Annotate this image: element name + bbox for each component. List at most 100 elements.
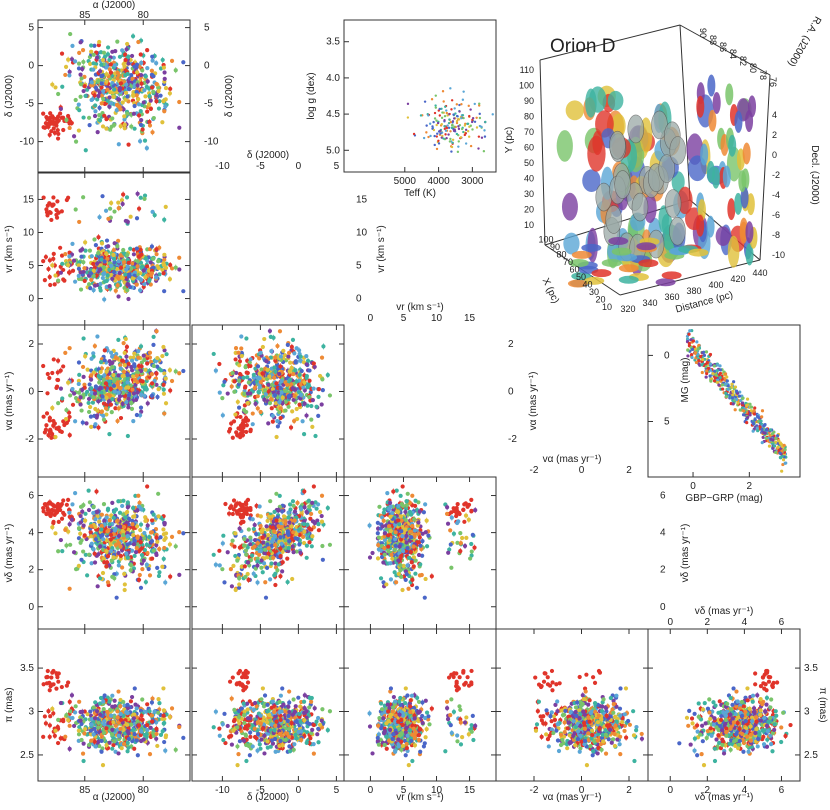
data-point [63,64,69,69]
data-point [230,370,235,376]
data-point [105,529,110,534]
data-point [286,545,291,551]
data-point [142,88,147,93]
data-point [105,98,110,103]
data-point [221,533,226,538]
data-point [418,562,423,567]
data-point [118,124,123,129]
data-point [246,577,251,582]
y-tick-label: 2 [28,565,34,576]
data-point [162,252,167,257]
data-point [255,406,260,411]
data-point [112,528,117,533]
data-point [325,505,330,511]
data-point [122,126,127,131]
data-point [274,491,279,496]
data-point [48,282,53,288]
data-point [104,126,109,131]
data-point [255,563,260,568]
data-point [124,195,130,200]
data-point [47,132,52,137]
data-point [147,278,152,284]
data-point [42,502,47,507]
data-point [76,102,81,107]
data-point [297,402,302,407]
data-point [91,52,96,57]
data-point [138,122,144,127]
data-point [101,88,106,94]
data-point [80,509,85,514]
data-point [139,81,144,86]
data-point [177,572,182,577]
data-point [67,125,72,131]
data-point [257,504,262,509]
data-point [246,527,251,532]
data-point [162,217,167,222]
data-point [254,531,259,537]
data-point [82,278,87,283]
data-point [286,354,291,359]
data-point [250,422,255,427]
data-point [119,198,125,203]
data-point [273,355,278,360]
data-point [100,532,105,537]
data-point [116,397,122,402]
data-point [136,102,142,107]
data-point [97,267,103,272]
data-point [77,372,82,377]
data-point [154,371,159,376]
data-point [151,334,156,339]
data-point [143,385,148,390]
data-point [242,536,247,542]
data-point [233,412,238,417]
data-point [61,115,66,120]
data-point [260,371,265,376]
data-point [50,525,55,530]
data-point [134,93,139,98]
data-point [283,538,288,543]
data-point [163,85,169,91]
data-point [104,117,109,122]
data-point [233,357,238,362]
data-point [143,367,148,372]
data-point [125,542,130,547]
data-point [132,126,137,131]
data-point [98,281,103,286]
data-point [70,43,75,48]
data-point [169,534,175,540]
data-point [388,577,394,582]
data-point [161,532,167,537]
data-point [243,548,249,553]
data-point [169,378,175,384]
data-point [300,419,305,424]
data-point [60,549,65,554]
data-point [275,568,280,573]
data-point [129,368,135,373]
data-point [169,58,175,63]
data-point [135,259,140,264]
data-point [260,527,265,532]
data-point [167,368,172,373]
data-point [461,507,466,513]
data-point [111,55,116,60]
data-point [67,270,72,275]
data-point [107,95,112,100]
data-point [149,530,155,535]
data-point [78,504,84,509]
data-point [287,369,292,374]
data-point [99,257,104,262]
data-point [310,398,315,403]
data-point [101,417,107,422]
data-point [116,206,121,211]
data-point [124,551,129,556]
data-point [429,574,434,579]
data-point [316,387,322,392]
data-point [290,409,295,414]
data-point [239,346,244,351]
data-point [92,560,98,565]
data-point [101,502,107,507]
data-point [125,41,130,47]
data-point [63,252,68,257]
data-point [157,546,162,552]
data-point [97,215,102,220]
